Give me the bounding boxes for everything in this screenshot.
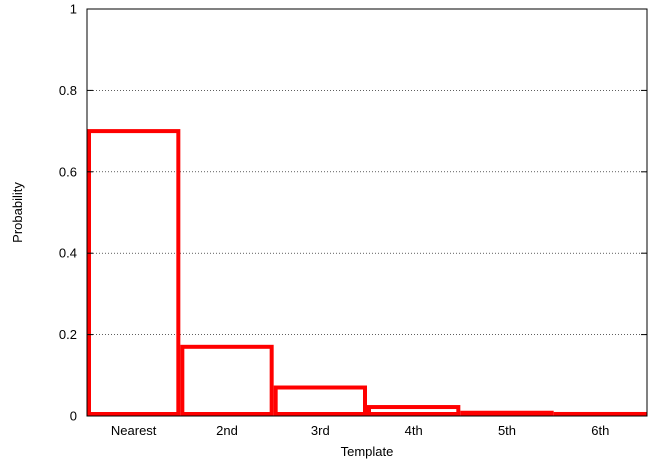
y-tick-label: 0.2 <box>59 327 77 342</box>
bars <box>87 129 648 417</box>
bar-4th <box>367 405 461 416</box>
bar-2nd <box>180 344 274 416</box>
x-tick-label: 2nd <box>216 423 238 438</box>
x-tick-label: 3rd <box>311 423 330 438</box>
y-axis-label: Probability <box>10 182 25 243</box>
bar-3rd <box>273 385 367 417</box>
y-tick-label: 0.6 <box>59 164 77 179</box>
bar-5th <box>460 410 554 416</box>
x-axis-ticks: Nearest 2nd 3rd 4th 5th 6th <box>111 423 609 438</box>
y-axis-ticks: 0 0.2 0.4 0.6 0.8 1 <box>59 2 647 424</box>
y-tick-label: 1 <box>70 2 77 17</box>
x-tick-label: 4th <box>405 423 423 438</box>
y-tick-label: 0.4 <box>59 246 77 261</box>
bar-nearest <box>87 129 181 416</box>
y-tick-label: 0 <box>70 409 77 424</box>
x-tick-label: 6th <box>591 423 609 438</box>
y-tick-label: 0.8 <box>59 83 77 98</box>
gridlines <box>87 90 647 335</box>
x-tick-label: 5th <box>498 423 516 438</box>
x-tick-label: Nearest <box>111 423 157 438</box>
plot-frame <box>86 8 648 417</box>
x-axis-label: Template <box>341 444 394 459</box>
